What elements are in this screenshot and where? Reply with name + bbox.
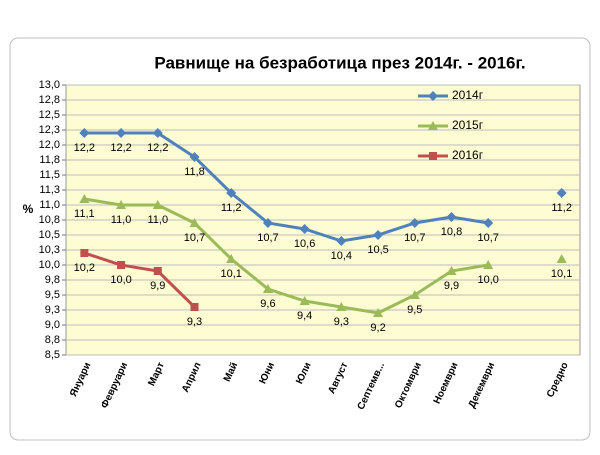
data-label: 9,4 <box>297 310 312 322</box>
point-marker <box>190 303 199 311</box>
y-tick-label: 9,5 <box>45 289 60 301</box>
point-marker <box>262 284 273 293</box>
y-tick-label: 11,8 <box>39 154 60 166</box>
y-tick-label: 12,8 <box>39 94 60 106</box>
data-label: 10,1 <box>551 268 572 280</box>
data-label: 10,2 <box>74 262 95 274</box>
y-tick-label: 13,0 <box>39 79 60 91</box>
data-label: 10,6 <box>294 238 315 250</box>
data-label: 11,2 <box>221 202 242 214</box>
data-label: 12,2 <box>110 142 131 154</box>
point-marker <box>79 194 90 203</box>
point-marker <box>152 128 163 138</box>
data-label: 11,0 <box>111 214 132 226</box>
point-marker <box>556 254 567 263</box>
point-marker <box>299 224 310 234</box>
point-marker <box>79 128 90 138</box>
data-label: 10,0 <box>110 274 131 286</box>
point-marker <box>483 218 494 228</box>
point-marker <box>409 218 420 228</box>
legend-label: 2015г <box>452 118 484 132</box>
chart-title: Равнище на безработица през 2014г. - 201… <box>154 53 525 72</box>
point-marker <box>189 152 200 162</box>
point-marker <box>483 260 494 269</box>
data-label: 12,2 <box>147 142 168 154</box>
y-tick-label: 9,3 <box>45 304 60 316</box>
data-label: 12,2 <box>74 142 95 154</box>
data-label: 9,6 <box>260 298 275 310</box>
y-tick-label: 8,5 <box>45 349 60 361</box>
data-label: 10,8 <box>441 226 462 238</box>
y-tick-label: 11,5 <box>39 169 60 181</box>
point-marker <box>189 218 200 227</box>
y-tick-label: 8,8 <box>45 334 60 346</box>
data-label: 10,7 <box>184 232 205 244</box>
point-marker <box>226 254 237 263</box>
data-label: 9,9 <box>444 280 459 292</box>
series-line <box>83 251 196 309</box>
point-marker <box>299 296 310 305</box>
point-marker <box>116 128 127 138</box>
point-marker <box>152 200 163 209</box>
data-label: 11,8 <box>184 166 205 178</box>
data-label: 11,1 <box>74 208 95 220</box>
y-tick-label: 10,0 <box>39 259 60 271</box>
y-tick-label: 10,3 <box>39 244 60 256</box>
data-label: 11,2 <box>551 202 572 214</box>
data-label: 9,5 <box>407 304 422 316</box>
point-marker <box>226 188 237 198</box>
y-tick-label: 12,3 <box>39 124 60 136</box>
data-label: 9,3 <box>334 316 349 328</box>
y-axis-label: % <box>23 202 34 216</box>
y-tick-label: 9,8 <box>45 274 60 286</box>
point-marker <box>80 249 89 257</box>
point-marker <box>117 261 126 269</box>
point-marker <box>336 236 347 246</box>
point-marker <box>446 212 457 222</box>
legend-label: 2016г <box>452 148 484 162</box>
point-marker <box>373 230 384 240</box>
point-marker <box>116 200 127 209</box>
data-label: 10,7 <box>257 232 278 244</box>
point-marker <box>373 308 384 317</box>
data-label: 10,4 <box>331 250 352 262</box>
y-tick-label: 10,8 <box>39 214 60 226</box>
point-marker <box>409 290 420 299</box>
data-label: 10,0 <box>478 274 499 286</box>
data-label: 11,0 <box>147 214 168 226</box>
data-label: 10,1 <box>221 268 242 280</box>
y-tick-label: 9,0 <box>45 319 60 331</box>
legend-marker <box>428 91 438 101</box>
y-tick-label: 11,3 <box>39 184 60 196</box>
y-tick-label: 10,5 <box>39 229 60 241</box>
y-tick-label: 11,0 <box>39 199 60 211</box>
data-label: 10,7 <box>404 232 425 244</box>
point-marker <box>336 302 347 311</box>
legend-marker <box>428 121 438 130</box>
point-marker <box>153 267 162 275</box>
y-tick-label: 12,0 <box>39 139 60 151</box>
data-label: 9,2 <box>370 322 385 334</box>
legend-label: 2014г <box>452 88 484 102</box>
point-marker <box>446 266 457 275</box>
data-label: 9,9 <box>150 280 165 292</box>
legend-marker <box>429 152 437 160</box>
point-marker <box>556 188 567 198</box>
y-tick-label: 12,5 <box>39 109 60 121</box>
point-marker <box>262 218 273 228</box>
data-label: 10,5 <box>367 244 388 256</box>
data-label: 9,3 <box>187 316 202 328</box>
data-label: 10,7 <box>478 232 499 244</box>
